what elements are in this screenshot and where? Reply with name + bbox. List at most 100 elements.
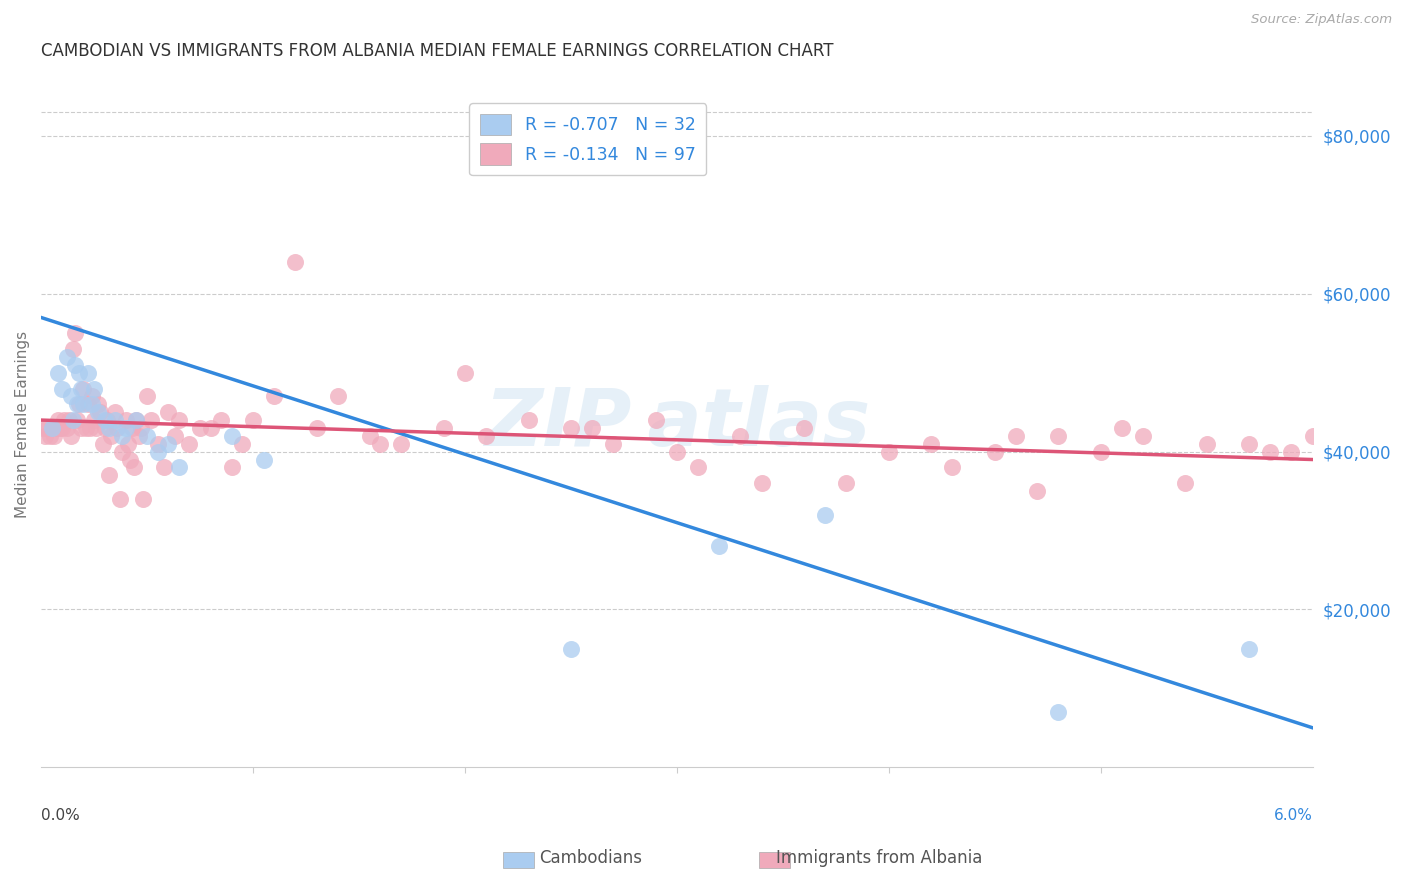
- Point: [75, 421, 97, 435]
- Text: Source: ZipAtlas.com: Source: ZipAtlas.com: [1251, 13, 1392, 27]
- Point: [475, 429, 498, 443]
- Point: [45, 421, 67, 435]
- Point: [62, 342, 84, 356]
- Point: [368, 436, 391, 450]
- Point: [188, 421, 211, 435]
- Legend: R = -0.707   N = 32, R = -0.134   N = 97: R = -0.707 N = 32, R = -0.134 N = 97: [470, 103, 706, 175]
- Point: [253, 452, 276, 467]
- Point: [46, 413, 69, 427]
- Point: [115, 421, 138, 435]
- Point: [66, 397, 89, 411]
- Point: [284, 255, 307, 269]
- Point: [920, 436, 942, 450]
- Point: [209, 413, 232, 427]
- Point: [146, 436, 169, 450]
- Point: [835, 476, 858, 491]
- Point: [87, 405, 110, 419]
- Point: [1005, 429, 1028, 443]
- Point: [1195, 436, 1218, 450]
- Point: [97, 421, 120, 435]
- Text: 0.0%: 0.0%: [41, 808, 80, 823]
- Point: [125, 413, 148, 427]
- Point: [87, 397, 110, 411]
- Point: [55, 350, 77, 364]
- Point: [80, 389, 103, 403]
- Point: [72, 397, 94, 411]
- Point: [984, 444, 1007, 458]
- Point: [157, 405, 180, 419]
- Point: [76, 397, 98, 411]
- Point: [83, 382, 105, 396]
- Point: [59, 429, 82, 443]
- Point: [104, 405, 127, 419]
- Point: [1111, 421, 1133, 435]
- Point: [55, 421, 77, 435]
- Point: [76, 366, 98, 380]
- Point: [70, 421, 93, 435]
- Point: [100, 429, 122, 443]
- Point: [59, 389, 82, 403]
- Point: [125, 413, 148, 427]
- Point: [97, 468, 120, 483]
- Point: [560, 641, 582, 656]
- Point: [136, 389, 159, 403]
- Point: [136, 429, 159, 443]
- Point: [359, 429, 381, 443]
- Point: [1090, 444, 1112, 458]
- Point: [877, 444, 900, 458]
- Point: [79, 421, 101, 435]
- Point: [70, 382, 93, 396]
- Point: [560, 421, 582, 435]
- Point: [1026, 484, 1049, 499]
- Point: [793, 421, 815, 435]
- Point: [34, 429, 56, 443]
- Point: [129, 421, 152, 435]
- Point: [326, 389, 349, 403]
- Point: [115, 413, 138, 427]
- Point: [179, 436, 201, 450]
- Point: [517, 413, 540, 427]
- Point: [89, 405, 111, 419]
- Point: [157, 436, 180, 450]
- Point: [63, 326, 86, 341]
- Point: [84, 421, 107, 435]
- Point: [41, 421, 63, 435]
- Point: [63, 358, 86, 372]
- Point: [41, 421, 63, 435]
- Point: [38, 429, 60, 443]
- Point: [51, 382, 73, 396]
- Point: [49, 421, 72, 435]
- Point: [107, 421, 129, 435]
- Point: [37, 421, 59, 435]
- Point: [111, 429, 134, 443]
- Point: [1237, 641, 1260, 656]
- Point: [1237, 436, 1260, 450]
- Y-axis label: Median Female Earnings: Median Female Earnings: [15, 330, 30, 517]
- Point: [58, 413, 80, 427]
- Point: [96, 413, 118, 427]
- Point: [305, 421, 328, 435]
- Point: [46, 366, 69, 380]
- Point: [93, 413, 115, 427]
- Text: CAMBODIAN VS IMMIGRANTS FROM ALBANIA MEDIAN FEMALE EARNINGS CORRELATION CHART: CAMBODIAN VS IMMIGRANTS FROM ALBANIA MED…: [41, 42, 834, 60]
- Point: [814, 508, 837, 522]
- Point: [120, 452, 142, 467]
- Point: [665, 444, 688, 458]
- Point: [751, 476, 773, 491]
- Point: [128, 429, 150, 443]
- Point: [53, 413, 76, 427]
- Point: [93, 421, 115, 435]
- Point: [1132, 429, 1154, 443]
- Point: [200, 421, 222, 435]
- Point: [146, 444, 169, 458]
- Point: [163, 429, 186, 443]
- Point: [730, 429, 752, 443]
- Point: [62, 413, 84, 427]
- Point: [51, 421, 73, 435]
- Point: [67, 397, 90, 411]
- Point: [91, 436, 114, 450]
- Point: [231, 436, 253, 450]
- Point: [141, 413, 163, 427]
- Point: [644, 413, 666, 427]
- Point: [121, 421, 143, 435]
